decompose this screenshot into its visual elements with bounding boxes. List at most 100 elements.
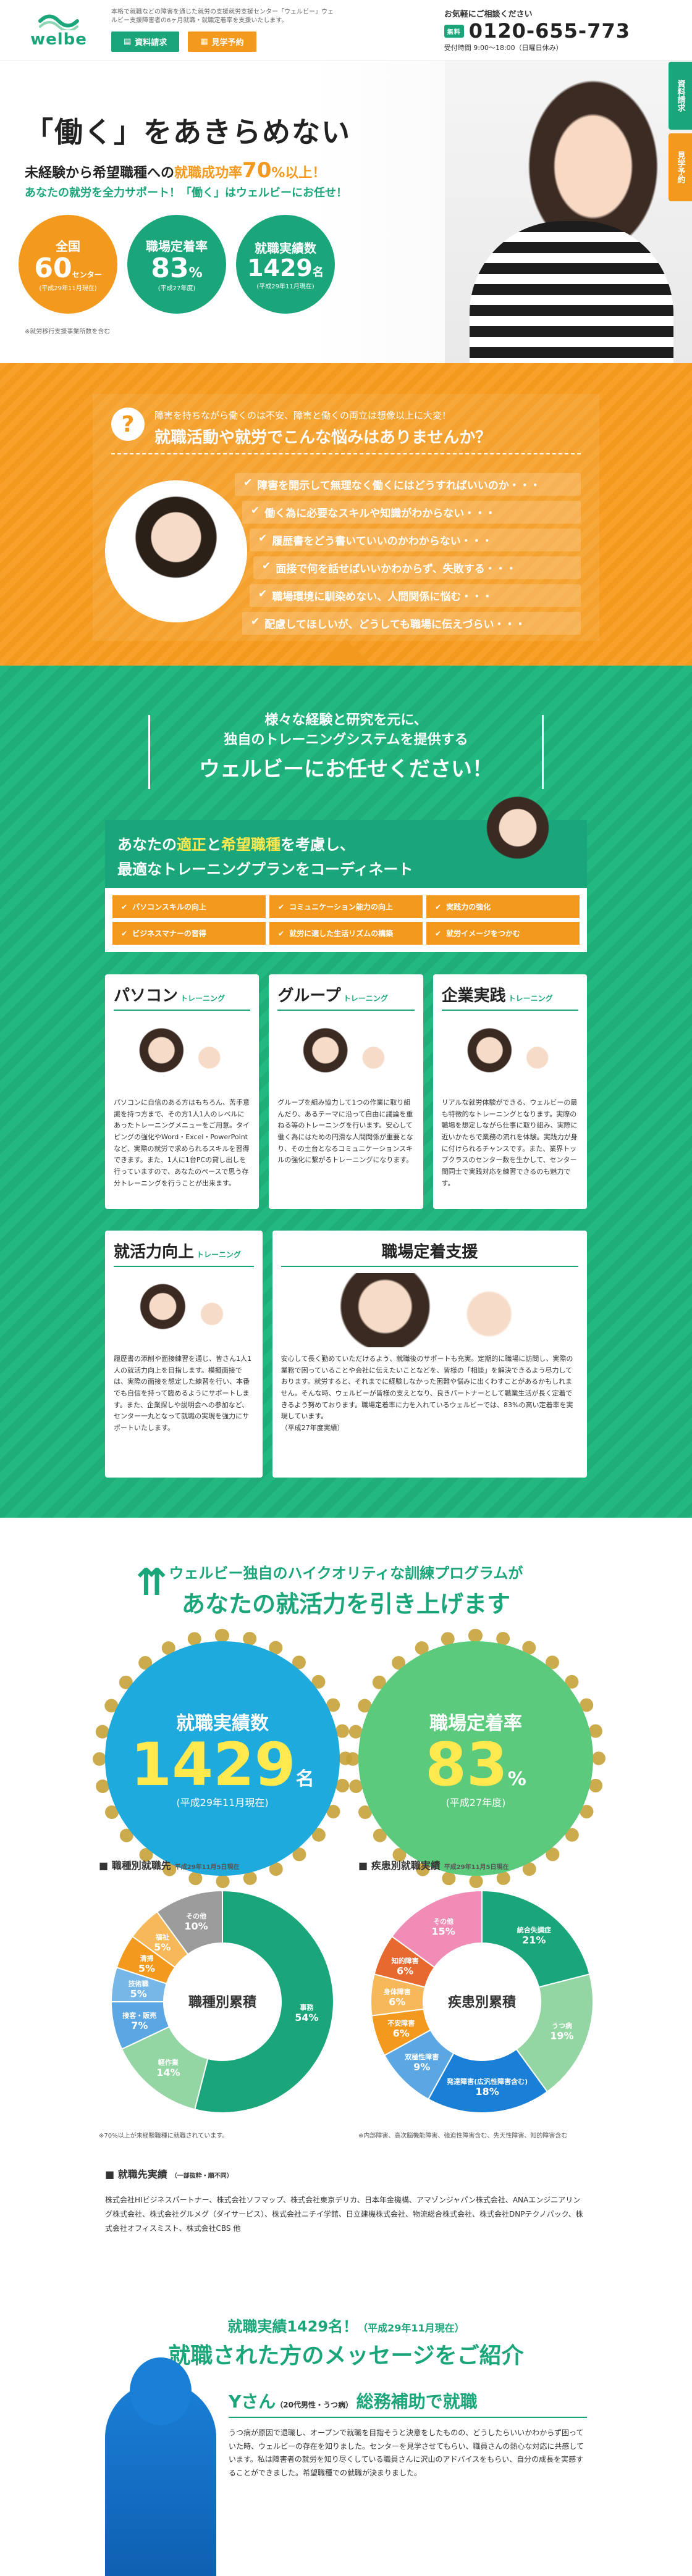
donut-slice-value: 10% (184, 1920, 208, 1932)
stat-note: (平成29年11月現在) (39, 285, 97, 293)
big-stat-value-row: 83% (425, 1735, 526, 1794)
donut-slice (481, 1889, 591, 1988)
donut-slice-value: 6% (393, 2027, 410, 2039)
visit-reserve-button[interactable]: ▦ 見学予約 (188, 31, 256, 52)
card-subtitle: トレーニング (196, 1250, 242, 1259)
person-head-icon (130, 2357, 192, 2425)
hero-footnote: ※就労移行支援事業所数を含む (25, 328, 111, 335)
donut-slice (156, 1889, 223, 1955)
card-title-text: パソコン (114, 987, 179, 1005)
coord-e: を考慮し、 (281, 836, 355, 853)
donut-slice-label: その他 (186, 1912, 206, 1920)
worry-item-text: 履歴書をどう書いていいのかわからない・・・ (272, 535, 492, 548)
donut-slice-label: 双極性障害 (405, 2052, 439, 2061)
worry-divider (111, 453, 581, 454)
tel-number[interactable]: 0120-655-773 (468, 19, 630, 43)
stat-unit: % (188, 265, 203, 281)
hero-subheading: 未経験から希望職種への就職成功率70%以上！ (25, 158, 326, 183)
donut-slice-value: 9% (413, 2061, 430, 2073)
donut-center-label: 疾患別累積 (448, 1994, 517, 2010)
donut-slice-label: その他 (433, 1917, 454, 1925)
coordinate-banner: あなたの適正と希望職種を考慮し、 最適なトレーニングプランをコーディネート (105, 795, 599, 888)
card-title: パソコン トレーニング (114, 983, 251, 1011)
goal-item: ✔ 実践力の強化 (426, 895, 580, 918)
stat-circle-placements: 就職実績数 1429名 (平成29年11月現在) (236, 215, 335, 314)
worry-item: ✔ 配慮してほしいが、どうしても職場に伝えづらい・・・ (242, 612, 581, 635)
donut-slice-label: 不安障害 (387, 2018, 415, 2027)
interview-illustration (114, 1273, 254, 1347)
card-title: 企業実践 トレーニング (441, 983, 578, 1011)
chart-note: ※内部障害、高次脳機能障害、強迫性障害含む、先天性障害、知的障害含む (358, 2133, 568, 2139)
card-title-text: 企業実践 (441, 987, 506, 1005)
goal-text: コミュニケーション能力の向上 (289, 903, 393, 911)
goal-item: ✔ コミュニケーション能力の向上 (269, 895, 423, 918)
card-group-training: グループ トレーニング グループを組み協力して1つの作業に取り組んだり、あるテーマ… (269, 974, 423, 1209)
logo[interactable]: welbe (25, 12, 93, 49)
big-stat-value: 1429 (130, 1730, 296, 1799)
corporate-illustration (441, 1017, 578, 1091)
worry-item: ✔ 履歴書をどう書いていいのかわからない・・・ (250, 529, 581, 551)
coordinate-line-2: 最適なトレーニングプランをコーディネート (117, 861, 413, 878)
messages-heading-2: 就職された方のメッセージをご紹介 (168, 2343, 524, 2369)
docs-request-button[interactable]: ▤ 資料請求 (111, 31, 180, 52)
card-text: リアルな就労体験ができる、ウェルビーの最も特徴的なトレーニングとなります。実際の… (441, 1098, 578, 1187)
side-tab-visit[interactable]: 見学予約 (669, 133, 692, 201)
check-icon: ✔ (258, 588, 268, 600)
chart-title-text: 職種別就職先 (111, 1860, 171, 1871)
big-stat-unit: % (507, 1768, 526, 1790)
training-heading-3: ウェルビーにお任せください！ (199, 757, 493, 782)
results-section: ⇈ ウェルビー独自のハイクオリティな訓練プログラムが あなたの就活力を引き上げま… (0, 1518, 692, 2283)
card-job-hunting: 就活力向上 トレーニング 履歴書の添削や面接練習を通じ、皆さん1人1人の就活力向上… (105, 1231, 263, 1478)
worry-item: ✔ 面接で何を話せばいいかわからず、失敗する・・・ (253, 556, 581, 579)
header-description: 本格で就職などの障害を通じた就労の支援就労支援センター「ウェルビー」ウェルビー支… (111, 9, 334, 24)
hero-photo (445, 61, 692, 363)
worry-section: ? 障害を持ちながら働くのは不安、障害と働くの両立は想像以上に大変！ 就職活動や… (0, 363, 692, 666)
messages-heading-1: 就職実績1429名！（平成29年11月現在） (0, 2314, 692, 2336)
goal-text: 就労に適した生活リズムの構築 (289, 929, 394, 938)
big-stat-value: 83 (425, 1730, 508, 1799)
occupation-donut: 事務54%軽作業14%接客・販売7%技術職5%清掃5%福祉5%その他10%職種別… (110, 1889, 334, 2114)
donut-slice-value: 18% (475, 2086, 499, 2097)
card-subtitle: トレーニング (508, 994, 553, 1003)
retention-illustration (281, 1273, 578, 1347)
message-name-row: Yさん（20代男性・うつ病） 総務補助で就職 (229, 2388, 587, 2418)
donut-center-label: 職種別累積 (188, 1994, 257, 2010)
big-stat-placements: 就職実績数 1429名 (平成29年11月現在) (105, 1641, 340, 1876)
coordinate-line-1: あなたの適正と希望職種を考慮し、 (117, 832, 355, 854)
worry-item-text: 働く為に必要なスキルや知識がわからない・・・ (264, 508, 496, 520)
goal-text: 就労イメージをつかむ (446, 929, 520, 938)
card-corporate-training: 企業実践 トレーニング リアルな就労体験ができる、ウェルビーの最も特徴的なトレーニ… (432, 974, 587, 1209)
big-stat-retention: 職場定着率 83% (平成27年度) (358, 1641, 593, 1876)
big-stat-note: (平成27年度) (445, 1797, 506, 1809)
big-stat-label: 職場定着率 (429, 1713, 522, 1734)
chart-occupation: ■ 職種別就職先 平成29年11月5日現在 事務 54% 軽作業 14% 接客・販売 7% 技… (99, 1857, 358, 2139)
card-title: 就活力向上 トレーニング (114, 1239, 254, 1267)
employers-title-text: 就職先実績 (117, 2168, 167, 2180)
card-text: 安心して長く勤めていただけるよう、就職後のサポートも充実。定期的に職場に訪問し、… (281, 1355, 573, 1421)
chart-disease: ■ 疾患別就職実績 平成29年11月5日現在 統合失調症 21% うつ病 19% 発達障害… (358, 1857, 618, 2139)
check-icon: ✔ (251, 616, 260, 628)
card-text: グループを組み協力して1つの作業に取り組んだり、あるテーマに沿って自由に議論を重… (277, 1098, 413, 1165)
card-text: 履歴書の添削や面接練習を通じ、皆さん1人1人の就活力向上を目指します。模擬面接で… (114, 1355, 251, 1432)
hero-sub-d: %以上！ (271, 165, 326, 181)
check-icon: ✔ (243, 477, 253, 489)
donut-slice-value: 5% (138, 1963, 155, 1975)
goal-item: ✔ パソコンスキルの向上 (112, 895, 266, 918)
results-heading-2: あなたの就活力を引き上げます (181, 1591, 510, 1618)
stat-value: 83 (151, 252, 189, 284)
card-pc-training: パソコン トレーニング パソコンに自信のある方はもちろん、苦手意識を持つ方まで、そ… (105, 974, 260, 1209)
tel-number-row[interactable]: 無料 0120-655-773 (444, 19, 630, 43)
calendar-icon: ▦ (200, 37, 208, 46)
message-text: うつ病が原因で退職し、オープンで就職を目指そうと決意をしたものの、どうしたらいい… (229, 2428, 584, 2477)
check-icon: ✔ (278, 929, 285, 938)
donut-slice-label: 軽作業 (158, 2058, 179, 2067)
stat-circle-retention: 職場定着率 83% (平成27年度) (127, 215, 226, 314)
donut-slice-label: 清掃 (140, 1954, 153, 1963)
question-icon: ? (111, 408, 145, 441)
tel-lead: お気軽にご相談ください (444, 10, 533, 19)
side-tab-docs[interactable]: 資料請求 (669, 62, 692, 130)
donut-slice (515, 1973, 594, 2093)
stat-value: 60 (34, 252, 72, 284)
big-stat-label: 就職実績数 (176, 1713, 269, 1734)
